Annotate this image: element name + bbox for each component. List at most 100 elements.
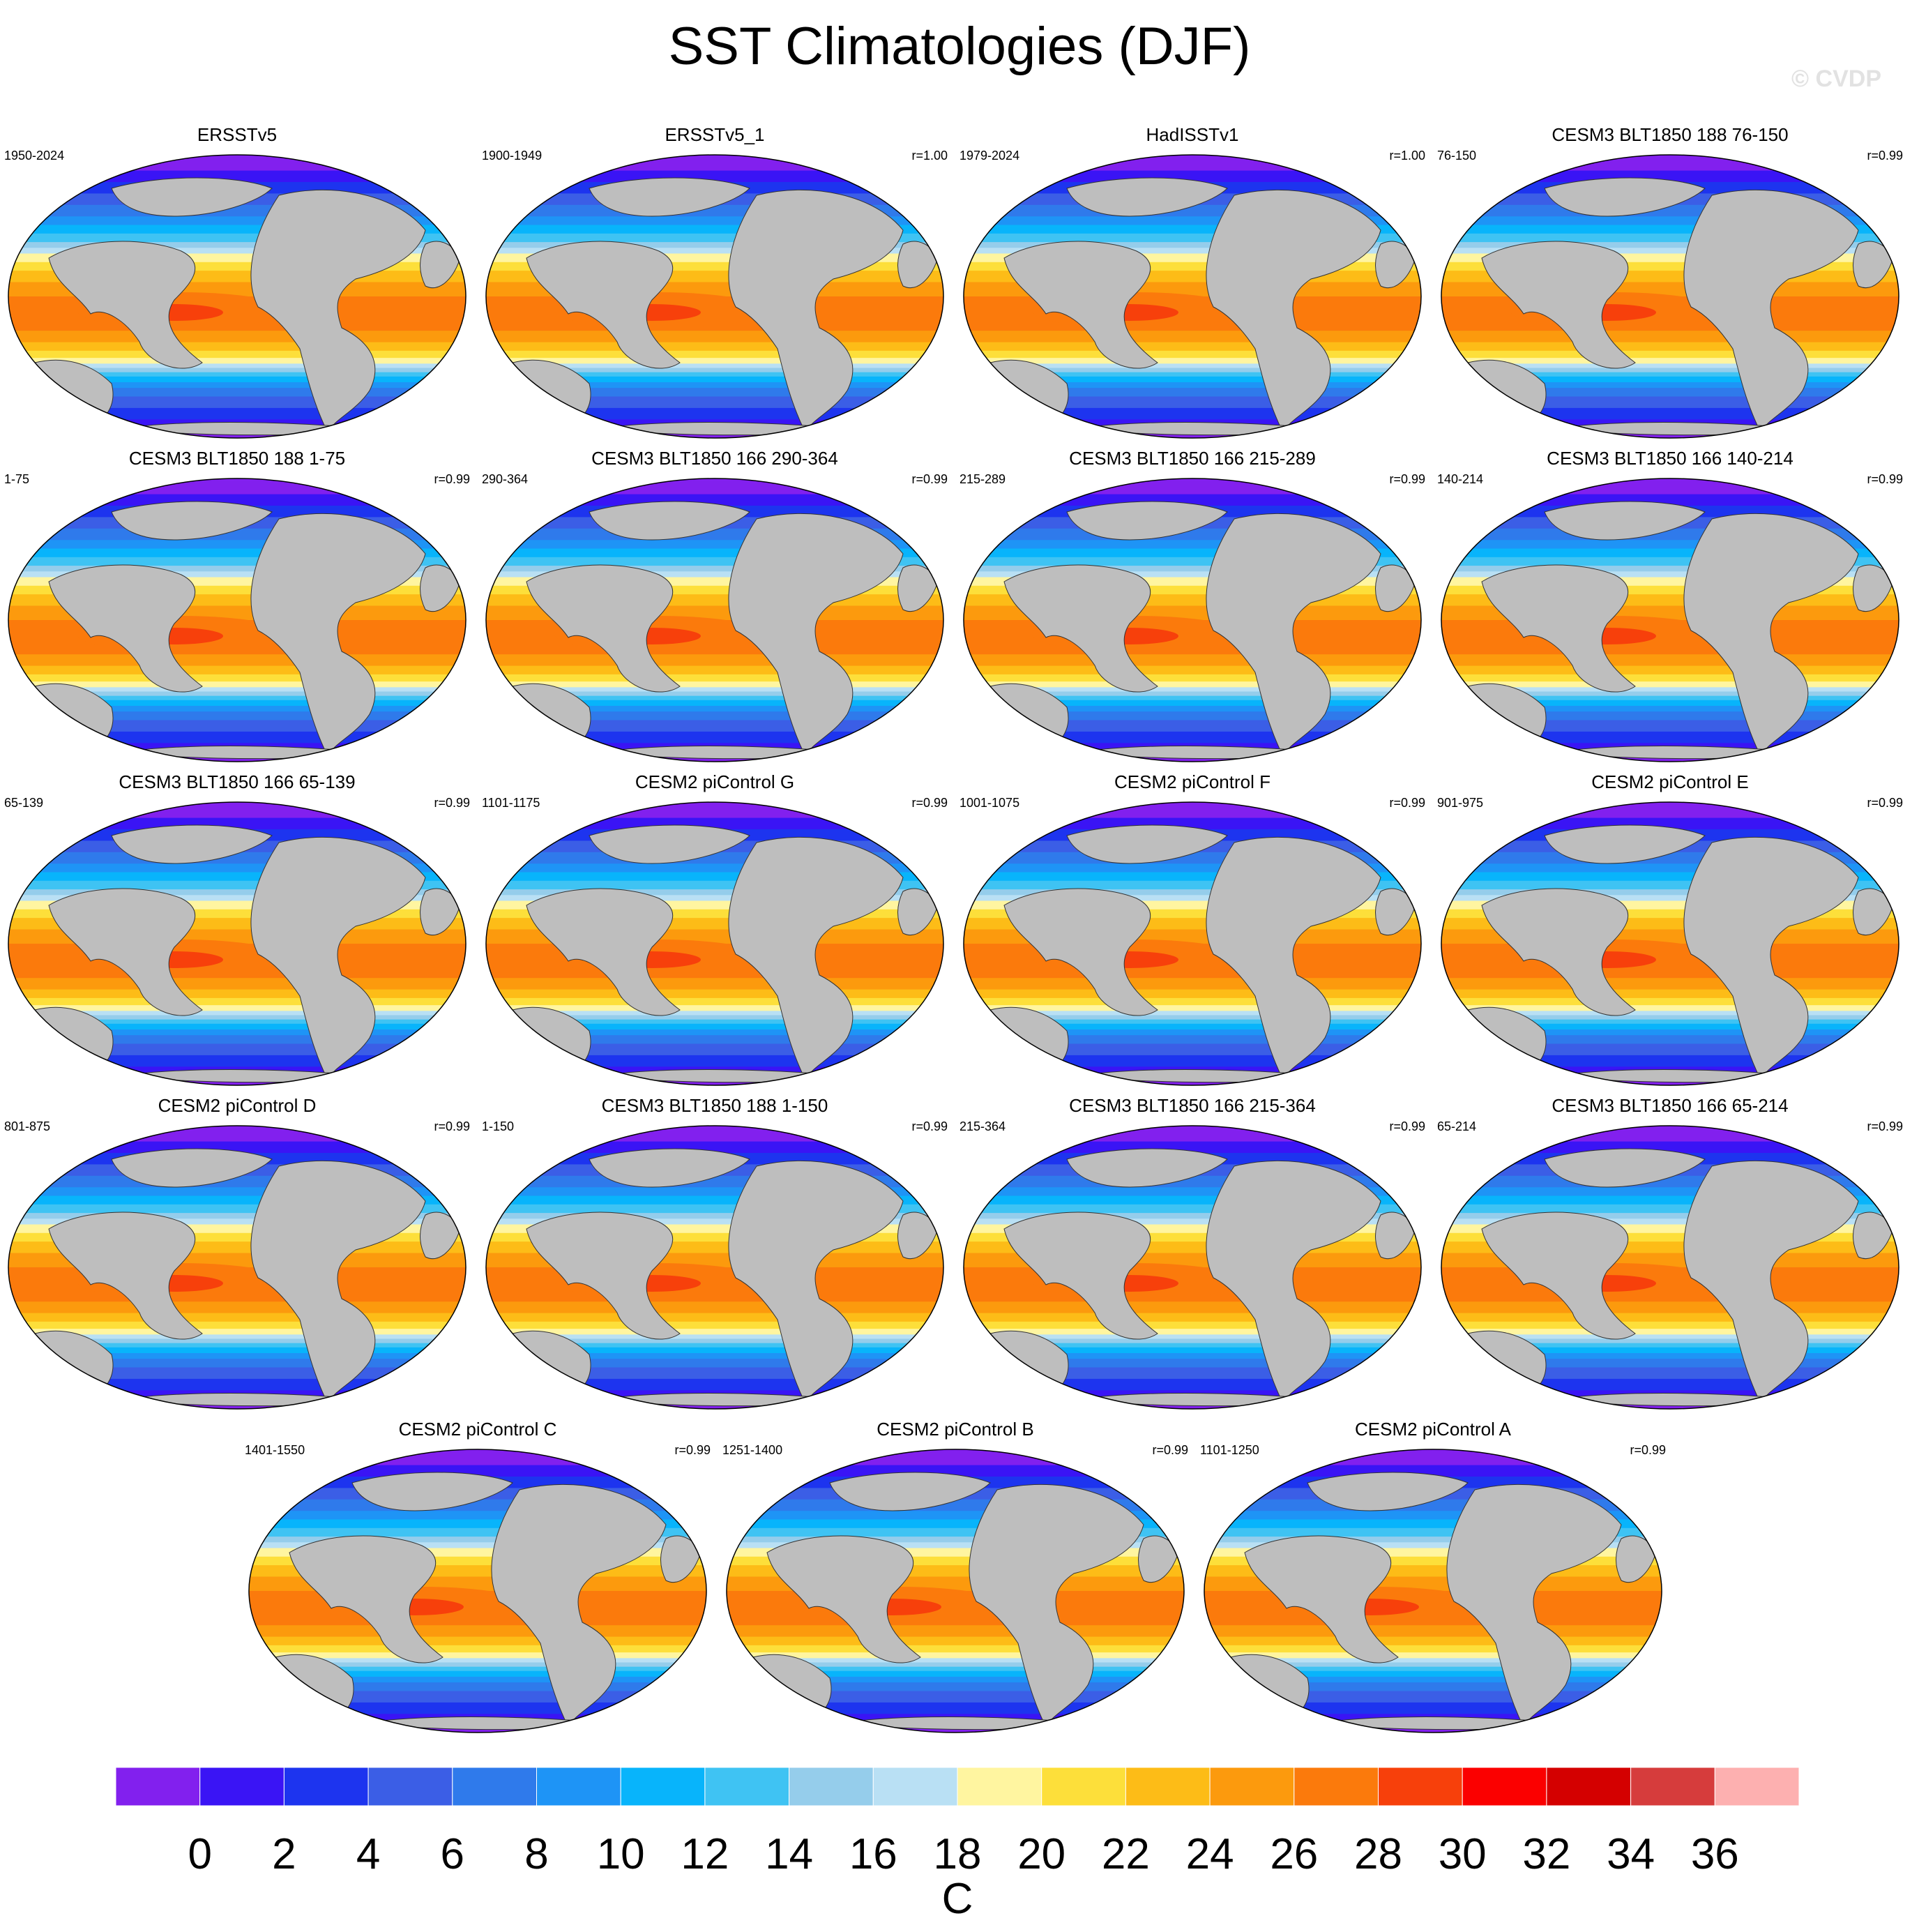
sst-band bbox=[486, 407, 943, 421]
map-outline bbox=[485, 154, 944, 439]
sst-band bbox=[486, 1343, 943, 1348]
sst-band bbox=[964, 1011, 1421, 1016]
sst-band bbox=[727, 1636, 1184, 1646]
sst-band bbox=[486, 695, 943, 701]
sst-band bbox=[964, 997, 1421, 1006]
colorbar-tick-label: 2 bbox=[272, 1830, 296, 1878]
panel-title: CESM2 piControl D bbox=[158, 1095, 317, 1116]
colorbar-swatch bbox=[536, 1767, 621, 1806]
sst-band bbox=[1204, 1662, 1662, 1668]
land-mass bbox=[766, 1535, 921, 1663]
sst-band bbox=[964, 978, 1421, 990]
map-outline bbox=[248, 1449, 707, 1733]
map-panel: CESM3 BLT1850 166 290-364 290-364 r=0.99 bbox=[478, 448, 952, 783]
sst-band bbox=[964, 396, 1421, 409]
map-outline bbox=[8, 1125, 467, 1410]
sst-band bbox=[964, 720, 1421, 732]
sst-band bbox=[8, 1126, 466, 1142]
sst-band bbox=[964, 1043, 1421, 1056]
land-mass bbox=[1003, 888, 1158, 1016]
sst-band bbox=[8, 1019, 466, 1025]
sst-band bbox=[727, 1537, 1184, 1544]
map-panel: CESM2 piControl G 1101-1175 r=0.99 bbox=[478, 771, 952, 1106]
land-mass bbox=[111, 177, 273, 217]
sst-band bbox=[964, 681, 1421, 688]
sst-band bbox=[486, 895, 943, 902]
sst-band bbox=[486, 358, 943, 365]
map-outline bbox=[1441, 154, 1899, 439]
sst-band bbox=[964, 358, 1421, 365]
sst-band bbox=[1441, 1213, 1899, 1220]
sst-band bbox=[1441, 1301, 1899, 1314]
map-outline bbox=[1441, 1125, 1899, 1410]
map-outline bbox=[8, 154, 467, 439]
sst-band bbox=[1441, 1019, 1899, 1025]
land-mass bbox=[1307, 1472, 1469, 1511]
sst-band bbox=[486, 350, 943, 359]
sst-band bbox=[1441, 720, 1899, 732]
land-mass bbox=[1375, 241, 1416, 289]
panel-correlation-label: r=1.00 bbox=[1389, 149, 1425, 163]
sst-band bbox=[1441, 1005, 1899, 1012]
sst-band bbox=[1204, 1625, 1662, 1638]
sst-band bbox=[1441, 695, 1899, 701]
colorbar-tick-label: 12 bbox=[681, 1830, 729, 1878]
panel-correlation-label: r=0.99 bbox=[911, 472, 948, 486]
colorbar-swatch bbox=[1630, 1767, 1715, 1806]
sst-band bbox=[964, 665, 1421, 675]
sst-band bbox=[486, 989, 943, 999]
colorbar-swatch bbox=[1209, 1767, 1295, 1806]
map-outline bbox=[1441, 801, 1899, 1086]
sst-band bbox=[964, 407, 1421, 421]
sst-band bbox=[486, 1043, 943, 1056]
sst-band bbox=[486, 368, 943, 373]
sst-map bbox=[963, 801, 1422, 1086]
sst-band bbox=[964, 989, 1421, 999]
sst-band bbox=[249, 1652, 706, 1659]
sst-band bbox=[727, 1449, 1184, 1466]
sst-band bbox=[1441, 665, 1899, 675]
map-panel: CESM3 BLT1850 188 1-75 1-75 r=0.99 bbox=[0, 448, 474, 783]
colorbar-tick-label: 30 bbox=[1438, 1830, 1487, 1878]
panel-title: CESM3 BLT1850 188 76-150 bbox=[1552, 124, 1789, 145]
panel-period-label: 76-150 bbox=[1437, 149, 1477, 163]
sst-band bbox=[8, 368, 466, 373]
sst-band bbox=[8, 1055, 466, 1068]
panel-period-label: 801-875 bbox=[4, 1119, 51, 1133]
sst-band bbox=[1441, 407, 1899, 421]
sst-band bbox=[486, 248, 943, 255]
sst-band bbox=[964, 691, 1421, 697]
sst-band bbox=[1204, 1537, 1662, 1544]
sst-band bbox=[1441, 700, 1899, 707]
land-mass bbox=[111, 1148, 273, 1188]
map-panel: CESM3 BLT1850 166 215-289 215-289 r=0.99 bbox=[955, 448, 1429, 783]
land-mass bbox=[728, 189, 904, 434]
colorbar-tick-label: 16 bbox=[849, 1830, 897, 1878]
colorbar-tick-label: 14 bbox=[765, 1830, 814, 1878]
sst-band bbox=[486, 1029, 943, 1036]
sst-band bbox=[964, 654, 1421, 667]
sst-band bbox=[727, 1652, 1184, 1659]
panel-correlation-label: r=0.99 bbox=[434, 796, 470, 810]
sst-band bbox=[8, 802, 466, 819]
panel-correlation-label: r=0.99 bbox=[911, 796, 948, 810]
sst-band bbox=[1441, 382, 1899, 389]
sst-band bbox=[1441, 1055, 1899, 1068]
map-panel: CESM3 BLT1850 166 215-364 215-364 r=0.99 bbox=[955, 1095, 1429, 1430]
map-outline bbox=[963, 1125, 1422, 1410]
sst-band bbox=[964, 1019, 1421, 1025]
sst-band bbox=[8, 1301, 466, 1314]
map-panel: ERSSTv5_1 1900-1949 r=1.00 bbox=[478, 124, 952, 459]
sst-band bbox=[964, 155, 1421, 172]
land-mass bbox=[1616, 1535, 1657, 1583]
sst-map bbox=[1204, 1449, 1662, 1733]
land-mass bbox=[1206, 836, 1381, 1081]
sst-band bbox=[964, 731, 1421, 744]
land-mass bbox=[829, 1472, 991, 1511]
land-mass bbox=[1853, 564, 1894, 612]
sst-band bbox=[1441, 1347, 1899, 1354]
colorbar-swatch bbox=[1462, 1767, 1547, 1806]
sst-band bbox=[1204, 1670, 1662, 1677]
sst-map bbox=[1441, 1125, 1899, 1410]
sst-band bbox=[1441, 1023, 1899, 1030]
